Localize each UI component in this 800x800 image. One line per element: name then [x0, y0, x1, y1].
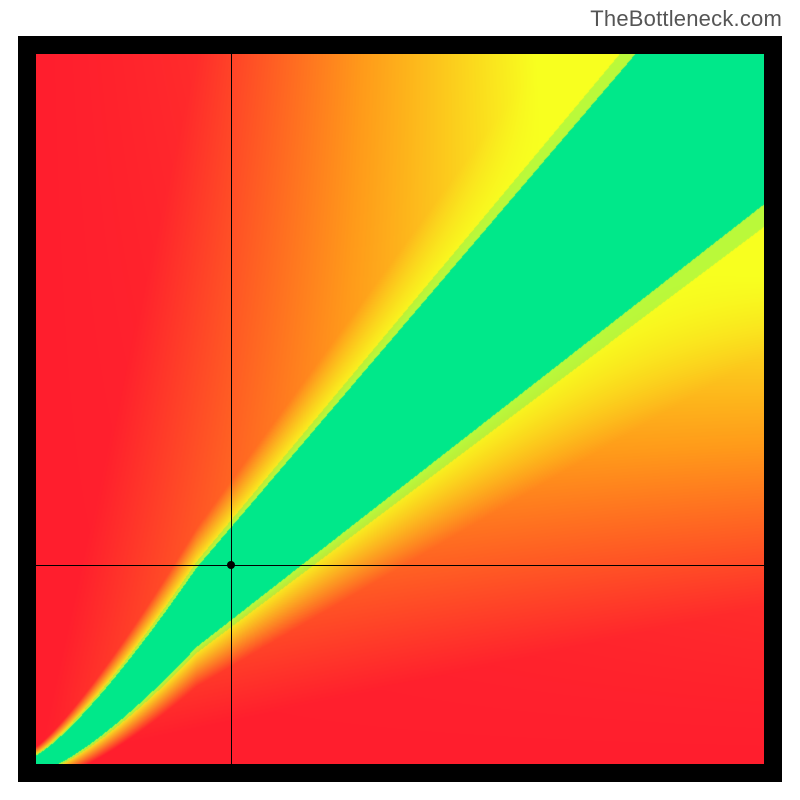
heatmap-plot	[18, 36, 782, 782]
attribution-text: TheBottleneck.com	[590, 6, 782, 32]
crosshair-vertical	[231, 54, 232, 764]
chart-container: TheBottleneck.com	[0, 0, 800, 800]
crosshair-horizontal	[36, 565, 764, 566]
heatmap-canvas	[36, 54, 764, 764]
marker-dot	[227, 561, 235, 569]
